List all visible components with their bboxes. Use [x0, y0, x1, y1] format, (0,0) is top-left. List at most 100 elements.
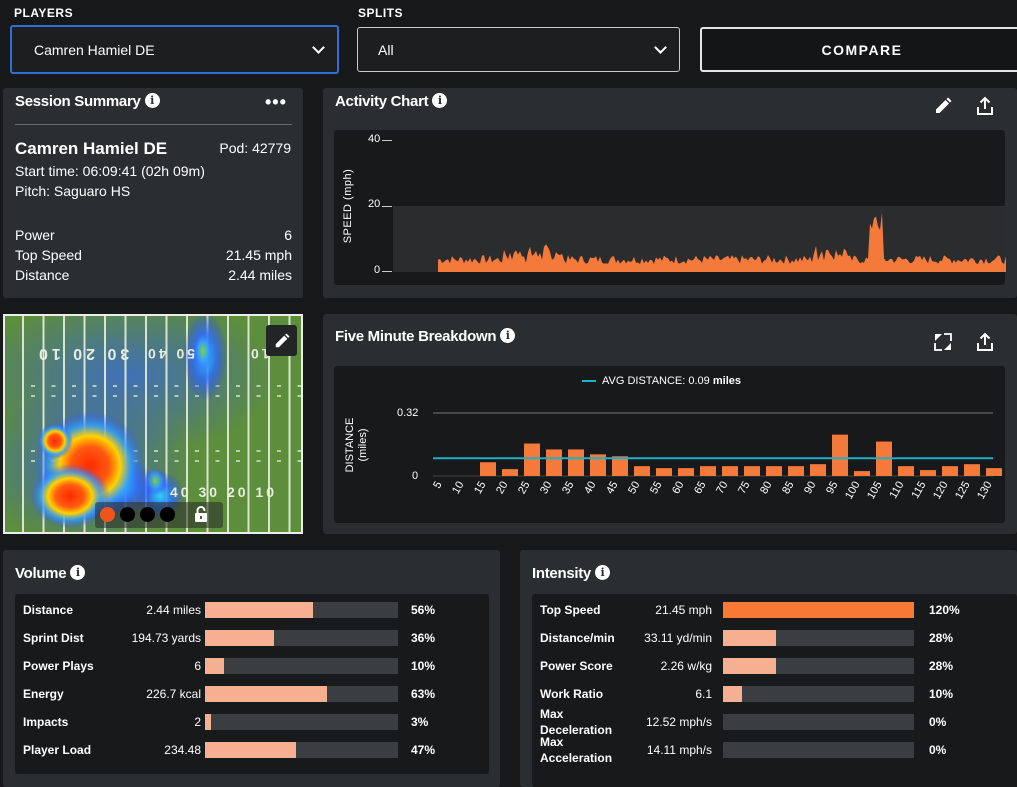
- bar-75[interactable]: [744, 466, 760, 476]
- bar-40[interactable]: [590, 454, 606, 476]
- activity-y-tick: 40: [368, 133, 381, 145]
- metric-bar-fill: [205, 602, 314, 618]
- metric-row: Max Acceleration 14.11 mph/s 0%: [532, 735, 1017, 765]
- metric-value: 6: [194, 659, 201, 673]
- stat-value: 6: [284, 227, 292, 243]
- stat-top-speed: Top Speed 21.45 mph: [15, 247, 292, 267]
- lock-icon[interactable]: [194, 506, 208, 523]
- metric-bar-fill: [723, 686, 743, 702]
- chevron-down-icon: [654, 40, 667, 54]
- bar-35[interactable]: [568, 449, 584, 476]
- metric-bar: [723, 714, 914, 730]
- bar-60[interactable]: [678, 468, 694, 476]
- metric-bar-fill: [205, 658, 225, 674]
- metric-bar: [205, 658, 398, 674]
- bar-85[interactable]: [788, 466, 804, 476]
- info-icon[interactable]: i: [70, 565, 86, 580]
- five-minute-title: Five Minute Breakdown i: [335, 328, 516, 345]
- session-summary-panel: Session Summary i ••• Camren Hamiel DE Po…: [3, 88, 303, 298]
- bar-130[interactable]: [986, 468, 1002, 476]
- metric-percent: 0%: [929, 715, 947, 729]
- yard-number: 50: [173, 346, 196, 362]
- bar-95[interactable]: [832, 434, 848, 476]
- metric-name: Power Plays: [23, 659, 94, 673]
- x-tick-label: 10: [450, 480, 467, 497]
- more-options-icon[interactable]: •••: [265, 92, 287, 112]
- x-tick-label: 45: [604, 480, 621, 497]
- metric-percent: 10%: [929, 687, 954, 701]
- start-time: Start time: 06:09:41 (02h 09m): [15, 163, 205, 179]
- speed-trace: [393, 212, 1006, 272]
- bar-110[interactable]: [898, 466, 914, 476]
- splits-select[interactable]: All: [357, 27, 680, 72]
- metric-name-line: Acceleration: [540, 751, 613, 765]
- metric-bar: [205, 630, 398, 646]
- metric-row: Player Load 234.48 47%: [15, 736, 489, 764]
- color-dot[interactable]: [120, 507, 135, 522]
- bar-70[interactable]: [722, 466, 738, 476]
- share-icon[interactable]: [974, 95, 996, 117]
- tick-mark: [382, 271, 392, 272]
- legend-text: AVG DISTANCE: 0.09: [602, 375, 710, 387]
- edit-icon[interactable]: [932, 95, 954, 117]
- stat-label: Power: [15, 227, 55, 243]
- volume-panel: Volume i Distance 2.44 miles 56% Sprint Dist…: [3, 550, 500, 787]
- metric-percent: 10%: [411, 659, 436, 673]
- color-dot[interactable]: [140, 507, 155, 522]
- metric-name: Sprint Dist: [23, 631, 84, 645]
- activity-y-tick: 20: [368, 198, 381, 210]
- metric-percent: 63%: [411, 687, 436, 701]
- bar-120[interactable]: [942, 466, 958, 476]
- intensity-title-text: Intensity: [532, 565, 591, 582]
- metric-value: 226.7 kcal: [146, 687, 201, 701]
- pod-id: Pod: 42779: [219, 140, 291, 156]
- metric-name: Player Load: [23, 743, 92, 757]
- share-icon[interactable]: [974, 331, 996, 353]
- activity-chart-area: SPEED (mph) 40 20 0: [334, 130, 1006, 285]
- x-tick-label: 80: [758, 480, 775, 497]
- bar-125[interactable]: [964, 464, 980, 476]
- heatmap-panel: 30 20 10 50 40 10 40 30 20 10: [3, 314, 303, 534]
- x-tick-label: 25: [516, 480, 533, 497]
- info-icon[interactable]: i: [594, 565, 610, 580]
- x-tick-label: 75: [736, 480, 753, 497]
- metric-row: Sprint Dist 194.73 yards 36%: [15, 624, 489, 652]
- player-select[interactable]: Camren Hamiel DE: [10, 25, 339, 74]
- heatmap-edit-button[interactable]: [266, 325, 297, 356]
- metric-bar: [723, 602, 914, 618]
- five-minute-svg: 5 10 15 20 25 30 35 40 45 50 55 60 65 70 75 80 85 90 95 100…: [431, 412, 1002, 501]
- bar-115[interactable]: [920, 470, 936, 476]
- color-dot[interactable]: [160, 507, 175, 522]
- player-select-value: Camren Hamiel DE: [34, 41, 155, 58]
- bar-90[interactable]: [810, 464, 826, 476]
- metric-name: Impacts: [23, 715, 69, 729]
- x-tick-label: 85: [780, 480, 797, 497]
- compare-button[interactable]: COMPARE: [700, 27, 1017, 72]
- expand-icon[interactable]: [932, 331, 954, 353]
- divider: [15, 124, 292, 125]
- bar-15[interactable]: [480, 462, 496, 476]
- bar-65[interactable]: [700, 466, 716, 476]
- heatmap-controls: [95, 502, 223, 528]
- bar-30[interactable]: [546, 449, 562, 476]
- summary-stats: Power 6 Top Speed 21.45 mph Distance 2.44 m…: [15, 227, 292, 287]
- bar-50[interactable]: [634, 466, 650, 476]
- color-dot[interactable]: [100, 507, 115, 522]
- bar-80[interactable]: [766, 466, 782, 476]
- metric-percent: 47%: [411, 743, 436, 757]
- info-icon[interactable]: i: [500, 328, 516, 343]
- activity-y-axis-label: SPEED (mph): [342, 168, 354, 244]
- bar-55[interactable]: [656, 468, 672, 476]
- bar-100[interactable]: [854, 471, 870, 476]
- info-icon[interactable]: i: [432, 93, 448, 108]
- bar-25[interactable]: [524, 443, 540, 476]
- yard-number: 10: [255, 484, 277, 500]
- metric-bar: [723, 630, 914, 646]
- metric-name: Distance: [23, 603, 74, 617]
- info-icon[interactable]: i: [144, 93, 160, 108]
- bar-20[interactable]: [502, 469, 518, 476]
- bar-45[interactable]: [612, 456, 628, 476]
- x-tick-label: 60: [670, 480, 687, 497]
- metric-value: 2.44 miles: [146, 603, 201, 617]
- metric-bar: [205, 602, 398, 618]
